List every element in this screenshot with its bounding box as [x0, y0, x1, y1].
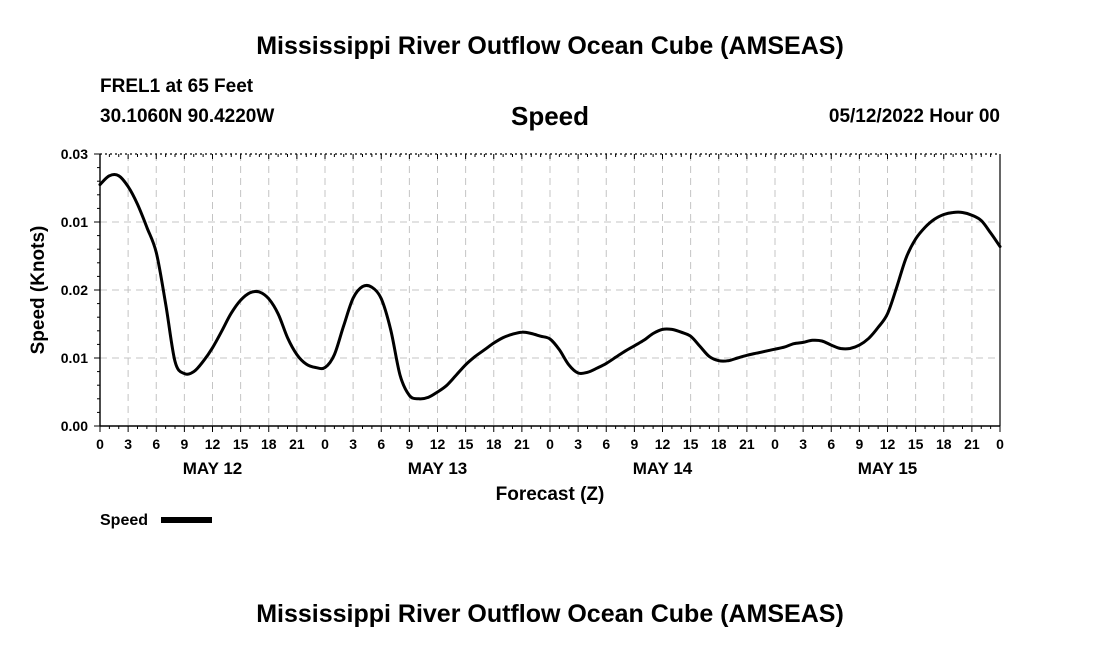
x-tick-label: 9 [405, 436, 413, 452]
x-tick-label: 9 [180, 436, 188, 452]
x-axis-label: Forecast (Z) [496, 484, 605, 505]
x-tick-label: 18 [261, 436, 277, 452]
series-line-speed [98, 173, 1002, 401]
x-tick-label: 0 [996, 436, 1004, 452]
day-label: MAY 12 [183, 459, 243, 478]
day-label: MAY 13 [408, 459, 468, 478]
x-tick-label: 18 [486, 436, 502, 452]
station-label: FREL1 at 65 Feet [100, 76, 254, 97]
chart-title-bottom: Mississippi River Outflow Ocean Cube (AM… [256, 600, 844, 628]
x-tick-label: 18 [936, 436, 952, 452]
x-tick-label: 9 [855, 436, 863, 452]
legend-swatch [161, 517, 212, 523]
x-tick-label: 0 [546, 436, 554, 452]
x-tick-label: 3 [349, 436, 357, 452]
x-tick-label: 15 [908, 436, 924, 452]
y-tick-label: 0.03 [61, 146, 88, 162]
x-tick-label: 3 [799, 436, 807, 452]
station-coordinates: 30.1060N 90.4220W [100, 106, 275, 127]
x-tick-label: 21 [964, 436, 980, 452]
x-tick-label: 21 [739, 436, 755, 452]
legend-label: Speed [100, 512, 148, 529]
x-tick-label: 15 [458, 436, 474, 452]
day-label: MAY 15 [858, 459, 918, 478]
x-tick-label: 3 [574, 436, 582, 452]
x-tick-label: 15 [233, 436, 249, 452]
x-tick-label: 12 [430, 436, 446, 452]
y-tick-label: 0.02 [61, 282, 88, 298]
y-axis-label: Speed (Knots) [28, 226, 49, 355]
x-tick-label: 15 [683, 436, 699, 452]
y-tick-label: 0.00 [61, 418, 88, 434]
x-tick-label: 0 [96, 436, 104, 452]
run-time: 05/12/2022 Hour 00 [828, 106, 1000, 127]
x-tick-label: 6 [377, 436, 385, 452]
x-tick-label: 18 [711, 436, 727, 452]
x-tick-label: 9 [630, 436, 638, 452]
x-tick-label: 21 [289, 436, 305, 452]
x-tick-label: 6 [152, 436, 160, 452]
chart-title-top: Mississippi River Outflow Ocean Cube (AM… [256, 32, 844, 60]
x-tick-label: 21 [514, 436, 530, 452]
y-tick-label: 0.01 [61, 214, 88, 230]
x-tick-label: 12 [655, 436, 671, 452]
y-tick-label: 0.01 [61, 350, 88, 366]
x-tick-label: 12 [880, 436, 896, 452]
x-tick-label: 0 [771, 436, 779, 452]
day-label: MAY 14 [633, 459, 693, 478]
panel-title: Speed [510, 101, 590, 131]
x-tick-label: 6 [827, 436, 835, 452]
x-tick-label: 3 [124, 436, 132, 452]
x-tick-label: 0 [321, 436, 329, 452]
x-tick-label: 12 [205, 436, 221, 452]
x-tick-label: 6 [602, 436, 610, 452]
